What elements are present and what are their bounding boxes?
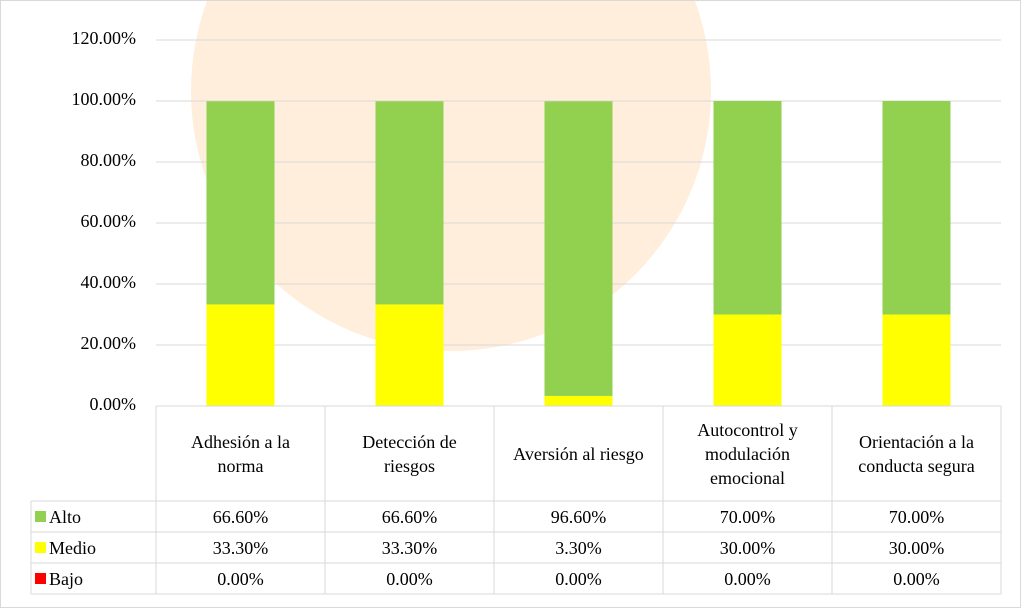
table-value: 0.00% bbox=[156, 563, 325, 594]
y-tick-label: 80.00% bbox=[81, 150, 137, 170]
category-label: Adhesión a la norma bbox=[166, 408, 315, 499]
category-label: Aversión al riesgo bbox=[504, 408, 653, 499]
legend-entry: Alto bbox=[31, 501, 156, 532]
bar-segment bbox=[207, 304, 275, 406]
y-tick-label: 60.00% bbox=[81, 211, 137, 231]
category-label: Orientación a la conducta segura bbox=[842, 408, 991, 499]
legend-swatch bbox=[35, 573, 46, 584]
bar-segment bbox=[883, 315, 951, 407]
y-tick-label: 20.00% bbox=[81, 333, 137, 353]
table-value: 30.00% bbox=[663, 532, 832, 563]
bar-segment bbox=[207, 101, 275, 304]
legend-entry: Medio bbox=[31, 532, 156, 563]
y-tick-label: 40.00% bbox=[81, 272, 137, 292]
y-tick-label: 120.00% bbox=[72, 28, 137, 48]
table-value: 0.00% bbox=[494, 563, 663, 594]
table-value: 96.60% bbox=[494, 501, 663, 532]
bar-segment bbox=[376, 304, 444, 406]
bar-segment bbox=[714, 101, 782, 315]
bar-segment bbox=[714, 315, 782, 407]
table-value: 3.30% bbox=[494, 532, 663, 563]
bar-segment bbox=[883, 101, 951, 315]
legend-label: Alto bbox=[49, 505, 81, 529]
table-value: 70.00% bbox=[663, 501, 832, 532]
table-value: 33.30% bbox=[325, 532, 494, 563]
y-tick-label: 0.00% bbox=[90, 394, 137, 414]
chart: 0.00% 20.00% 40.00% 60.00% 80.00% 100.00% 120.… bbox=[0, 0, 1021, 608]
legend-swatch bbox=[35, 542, 46, 553]
table-value: 66.60% bbox=[325, 501, 494, 532]
category-label: Detección de riesgos bbox=[335, 408, 484, 499]
legend-swatch bbox=[35, 511, 46, 522]
table-value: 70.00% bbox=[832, 501, 1001, 532]
table-value: 33.30% bbox=[156, 532, 325, 563]
table-value: 0.00% bbox=[832, 563, 1001, 594]
legend-entry: Bajo bbox=[31, 563, 156, 594]
table-value: 66.60% bbox=[156, 501, 325, 532]
legend-label: Bajo bbox=[49, 567, 83, 591]
table-value: 0.00% bbox=[663, 563, 832, 594]
category-label: Autocontrol y modulación emocional bbox=[673, 408, 822, 499]
table-value: 30.00% bbox=[832, 532, 1001, 563]
y-tick-label: 100.00% bbox=[72, 89, 137, 109]
legend-label: Medio bbox=[49, 536, 96, 560]
bar-segment bbox=[545, 101, 613, 396]
bar-segment bbox=[545, 396, 613, 406]
bar-segment bbox=[376, 101, 444, 304]
table-value: 0.00% bbox=[325, 563, 494, 594]
